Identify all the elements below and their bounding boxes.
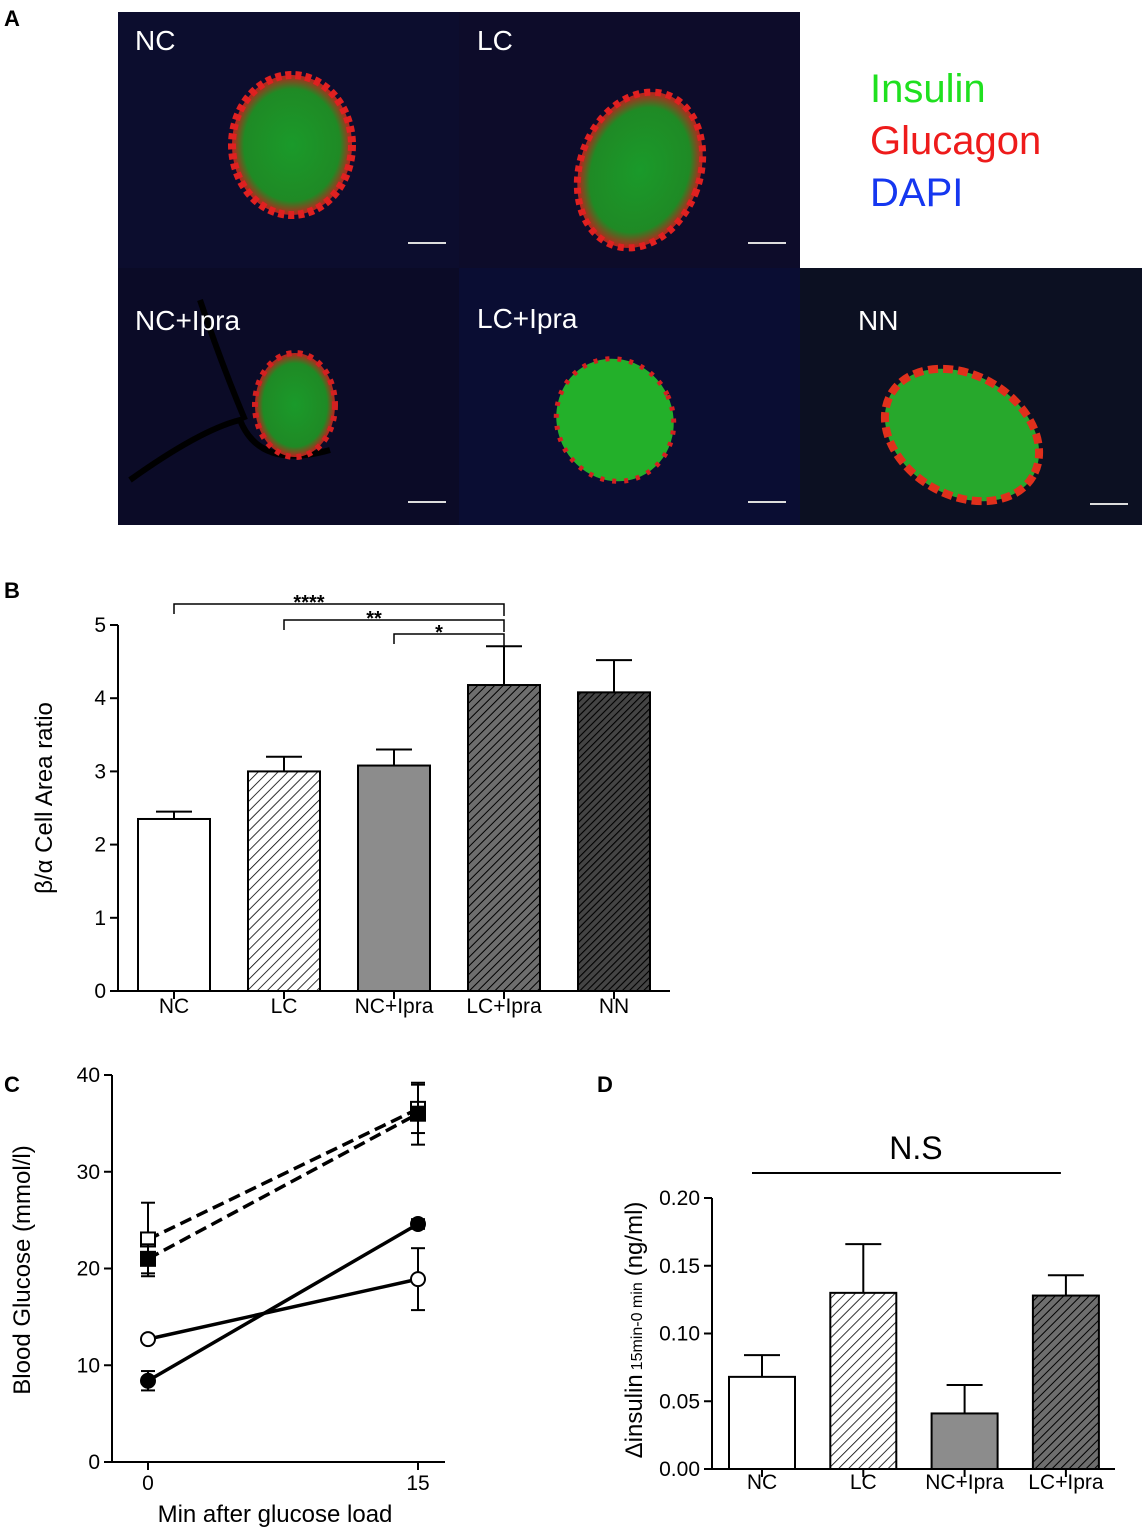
y-tick-label: 0.20 bbox=[659, 1187, 700, 1210]
y-tick-label: 0.05 bbox=[659, 1390, 700, 1413]
image-label: LC+Ipra bbox=[477, 303, 578, 334]
y-axis-title-sub: 15min-0 min bbox=[629, 1282, 646, 1370]
x-tick-label: NN bbox=[599, 995, 629, 1018]
series-line bbox=[147, 1112, 419, 1261]
series-line bbox=[147, 1222, 419, 1383]
x-tick-label: 15 bbox=[406, 1472, 429, 1495]
x-tick-label: LC bbox=[850, 1471, 877, 1494]
y-tick-label: 0.10 bbox=[659, 1323, 700, 1346]
islet bbox=[228, 71, 356, 219]
legend-entry: Insulin bbox=[870, 67, 986, 111]
y-axis-title: β/α Cell Area ratio bbox=[31, 702, 58, 894]
islet bbox=[880, 364, 1044, 506]
significance-label: * bbox=[435, 622, 443, 644]
y-axis-title-unit: (ng/ml) bbox=[621, 1202, 648, 1277]
y-tick-label: 0 bbox=[88, 1451, 100, 1474]
y-tick-label: 0.00 bbox=[659, 1458, 700, 1481]
y-tick-label: 30 bbox=[77, 1161, 100, 1184]
x-tick-label: LC+Ipra bbox=[466, 995, 542, 1018]
islet bbox=[553, 356, 677, 484]
point bbox=[410, 1215, 426, 1232]
panel-label: A bbox=[4, 6, 20, 31]
y-tick-label: 4 bbox=[94, 687, 106, 710]
image-label: NC+Ipra bbox=[135, 305, 240, 336]
significance-label: **** bbox=[293, 592, 324, 614]
x-tick-label: 0 bbox=[142, 1472, 154, 1495]
bar bbox=[728, 1375, 796, 1470]
islet bbox=[573, 88, 707, 252]
bar bbox=[137, 817, 211, 992]
series-line bbox=[147, 1107, 419, 1242]
islet bbox=[252, 350, 338, 460]
legend-entry: DAPI bbox=[870, 171, 963, 215]
y-tick-label: 40 bbox=[77, 1064, 100, 1087]
x-tick-label: NC bbox=[747, 1471, 777, 1494]
significance-label: N.S bbox=[889, 1130, 942, 1166]
image-label: NN bbox=[858, 305, 898, 336]
x-tick-label: NC+Ipra bbox=[925, 1471, 1004, 1494]
legend-entry: Glucagon bbox=[870, 119, 1041, 163]
y-tick-label: 3 bbox=[94, 760, 106, 783]
panel-label: C bbox=[4, 1072, 20, 1097]
panel-label: B bbox=[4, 578, 20, 603]
point bbox=[140, 1372, 156, 1389]
x-axis-title: Min after glucose load bbox=[158, 1501, 393, 1528]
point bbox=[410, 1105, 426, 1122]
point bbox=[140, 1250, 156, 1267]
bar bbox=[577, 691, 651, 992]
y-axis-title-main: Δinsulin bbox=[621, 1374, 648, 1458]
significance-bracket bbox=[173, 603, 505, 616]
bar bbox=[829, 1291, 898, 1470]
point bbox=[140, 1331, 156, 1348]
significance-label: ** bbox=[366, 608, 382, 630]
x-tick-label: LC+Ipra bbox=[1028, 1471, 1104, 1494]
y-axis-title: Blood Glucose (mmol/l) bbox=[9, 1145, 36, 1394]
panel-label: D bbox=[597, 1072, 613, 1097]
y-tick-label: 5 bbox=[94, 614, 106, 637]
bar bbox=[930, 1412, 999, 1470]
point bbox=[410, 1271, 426, 1288]
y-tick-label: 0.15 bbox=[659, 1255, 700, 1278]
y-tick-label: 2 bbox=[94, 834, 106, 857]
legend: Insulin Glucagon DAPI bbox=[870, 67, 1041, 215]
image-label: NC bbox=[135, 25, 175, 56]
bar bbox=[357, 764, 431, 992]
x-tick-label: NC bbox=[159, 995, 189, 1018]
x-tick-label: LC bbox=[271, 995, 298, 1018]
y-tick-label: 0 bbox=[94, 980, 106, 1003]
series-line bbox=[147, 1277, 419, 1341]
x-tick-label: NC+Ipra bbox=[355, 995, 434, 1018]
micrograph-panel: NC LC NC+Ipra LC+Ipra NN bbox=[118, 12, 1142, 525]
y-tick-label: 1 bbox=[94, 907, 106, 930]
image-label: LC bbox=[477, 25, 513, 56]
y-tick-label: 10 bbox=[77, 1354, 100, 1377]
y-axis-title: Δinsulin 15min-0 min (ng/ml) bbox=[621, 1202, 648, 1459]
y-tick-label: 20 bbox=[77, 1258, 100, 1281]
bar bbox=[247, 770, 321, 993]
bar bbox=[467, 684, 541, 992]
bar bbox=[1031, 1294, 1100, 1471]
significance-bracket bbox=[393, 633, 505, 646]
significance-bracket bbox=[283, 619, 505, 632]
